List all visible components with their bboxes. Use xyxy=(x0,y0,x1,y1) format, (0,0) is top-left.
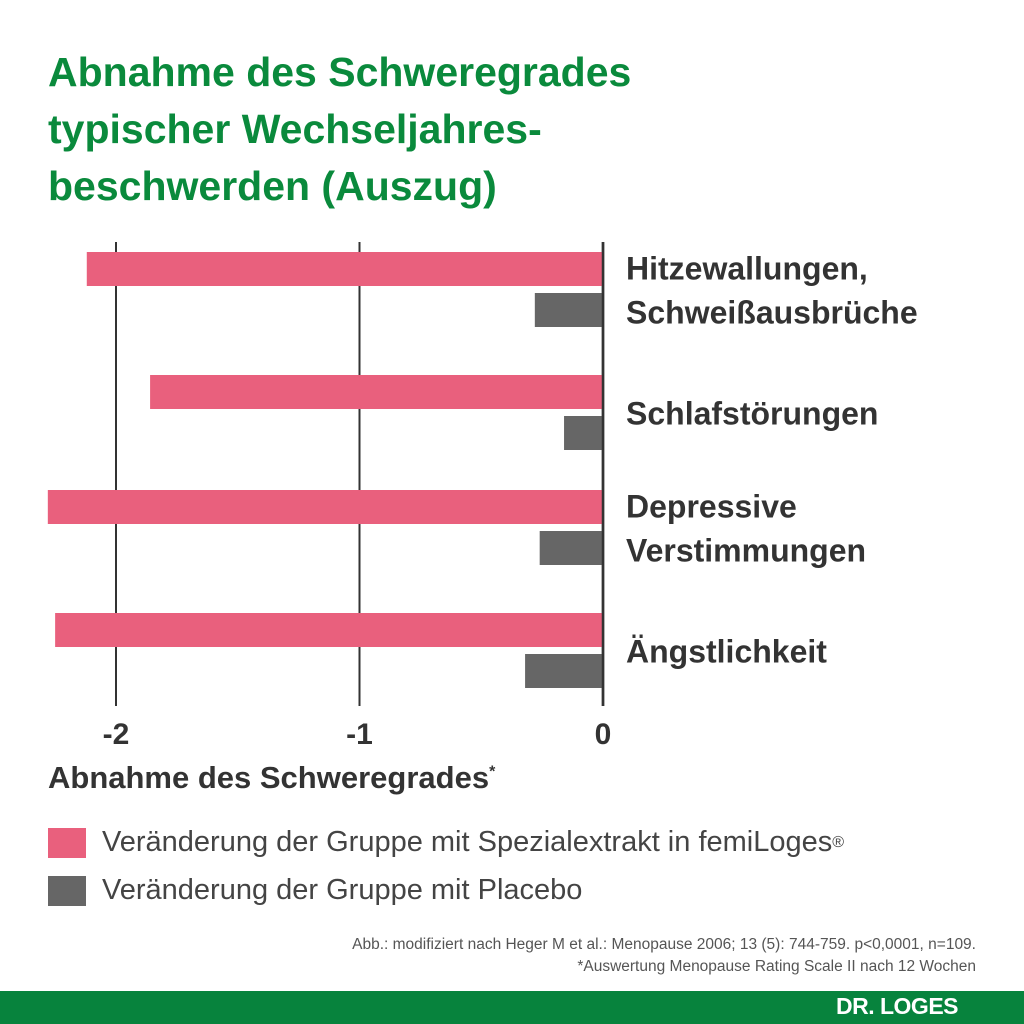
bar-extract xyxy=(86,252,603,286)
bar-placebo xyxy=(564,416,603,450)
chart-title: Abnahme des Schweregrades typischer Wech… xyxy=(48,49,632,209)
brand-logo: DR. LOGES xyxy=(835,993,959,1019)
legend-swatch-pink xyxy=(48,827,86,858)
x-tick-label: -1 xyxy=(346,718,373,751)
bar-extract xyxy=(150,375,603,409)
x-tick-label: -2 xyxy=(103,718,130,751)
x-axis-label: Abnahme des Schweregrades* xyxy=(48,760,495,796)
category-label: Hitzewallungen, Schweißausbrüche xyxy=(626,251,918,331)
category-label: Ängstlichkeit xyxy=(626,634,827,670)
legend-swatch-gray xyxy=(48,875,86,906)
bar-extract xyxy=(55,613,603,647)
bar-placebo xyxy=(539,531,603,565)
legend-item-placebo: Veränderung der Gruppe mit Placebo xyxy=(48,874,582,907)
legend-item-extract: Veränderung der Gruppe mit Spezialextrak… xyxy=(48,826,844,859)
category-label: Schlafstörungen xyxy=(626,396,878,432)
notes: Abb.: modifiziert nach Heger M et al.: M… xyxy=(352,934,976,978)
footer-bar: DR. LOGES xyxy=(0,991,1024,1024)
x-axis-label-text: Abnahme des Schweregrades xyxy=(48,760,490,795)
category-label: Depressive Verstimmungen xyxy=(626,489,866,569)
bar-placebo xyxy=(525,654,603,688)
legend-label-extract: Veränderung der Gruppe mit Spezialextrak… xyxy=(102,826,833,858)
footnote-mark: * xyxy=(489,763,496,781)
source-note: Abb.: modifiziert nach Heger M et al.: M… xyxy=(352,936,976,953)
registered-mark: ® xyxy=(832,833,845,851)
bar-extract xyxy=(47,490,603,524)
legend-label-placebo: Veränderung der Gruppe mit Placebo xyxy=(102,874,583,906)
bar-placebo xyxy=(534,293,603,327)
footnote: *Auswertung Menopause Rating Scale II na… xyxy=(577,958,976,975)
bar-chart: -2 -1 0 Hitzewallungen, Schweißausbrüche Schl… xyxy=(47,242,918,751)
x-tick-label: 0 xyxy=(595,718,612,751)
